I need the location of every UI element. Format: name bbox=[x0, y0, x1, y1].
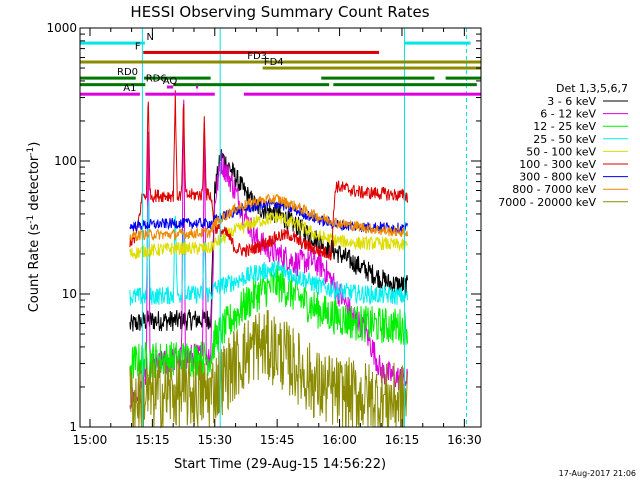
flag-bar-rd0-1 bbox=[80, 76, 136, 80]
flag-bar-a1-1 bbox=[80, 92, 140, 96]
flag-bar-fd4-1 bbox=[262, 66, 481, 70]
flag-bar-aq-1 bbox=[166, 85, 174, 89]
flag-bar-fd3-1 bbox=[80, 60, 481, 64]
flag-label-fd3: FD3 bbox=[247, 51, 267, 62]
legend-label-9: 7000 - 20000 keV bbox=[498, 196, 596, 209]
flag-bar-n-2 bbox=[142, 41, 145, 45]
flag-bar-n-3 bbox=[404, 41, 471, 45]
flag-label-fd4: FD4 bbox=[264, 57, 284, 68]
flag-label-n: N bbox=[147, 32, 154, 43]
x-tick-label-7: 16:30 bbox=[447, 433, 482, 447]
flag-bar-rd0-2 bbox=[144, 76, 211, 80]
flag-bar-n-1 bbox=[80, 41, 143, 45]
flag-bar-f-1 bbox=[143, 50, 380, 54]
y-axis-label-sup2: -1 bbox=[26, 147, 36, 156]
x-tick-label-3: 15:30 bbox=[197, 433, 232, 447]
flag-bar-rd0-3 bbox=[321, 76, 435, 80]
flag-bar-rd0-4 bbox=[445, 76, 481, 80]
flag-label-a1: A1 bbox=[123, 83, 136, 94]
y-axis-label-sup1: -1 bbox=[26, 215, 36, 224]
y-axis-label-part2: detector bbox=[27, 155, 42, 215]
flag-bar-aq-2 bbox=[196, 85, 199, 89]
legend-label-4: 25 - 50 keV bbox=[533, 133, 596, 146]
x-tick-label-1: 15:00 bbox=[73, 433, 108, 447]
y-tick-label-4: 1000 bbox=[46, 21, 77, 35]
legend-label-2: 6 - 12 keV bbox=[540, 108, 596, 121]
flag-bar-a1-3 bbox=[243, 92, 481, 96]
y-axis-label-part3: ) bbox=[27, 142, 42, 147]
flag-bar-a1-2 bbox=[145, 92, 215, 96]
x-tick-label-4: 15:45 bbox=[260, 433, 295, 447]
flag-label-rd6: RD6 bbox=[146, 74, 167, 85]
legend-label-3: 12 - 25 keV bbox=[533, 120, 596, 133]
vertical-lines bbox=[141, 28, 467, 427]
legend-label-1: 3 - 6 keV bbox=[547, 95, 596, 108]
y-tick-label-3: 100 bbox=[54, 154, 77, 168]
y-tick-label-2: 10 bbox=[62, 287, 77, 301]
series-layer bbox=[129, 90, 408, 429]
chart-title: HESSI Observing Summary Count Rates bbox=[130, 3, 429, 21]
legend-label-7: 300 - 800 keV bbox=[519, 171, 596, 184]
x-tick-label-6: 16:15 bbox=[385, 433, 420, 447]
series-line-3 bbox=[129, 265, 408, 379]
y-axis-label: Count Rate (s-1 detector-1) bbox=[26, 142, 42, 313]
flag-label-f: F bbox=[135, 41, 141, 52]
series-line-8 bbox=[129, 193, 408, 242]
flag-label-rd0: RD0 bbox=[117, 67, 138, 78]
series-line-1 bbox=[129, 149, 408, 332]
y-tick-label-1: 1 bbox=[69, 420, 77, 434]
axes: 15:00 15:15 15:30 15:45 16:00 16:15 16:30 1 10 10… bbox=[46, 21, 481, 447]
timestamp: 17-Aug-2017 21:06 bbox=[559, 469, 636, 478]
x-axis-label: Start Time (29-Aug-15 14:56:22) bbox=[174, 457, 386, 472]
series-line-6 bbox=[129, 90, 408, 261]
series-line-5 bbox=[129, 211, 408, 260]
x-tick-label-5: 16:00 bbox=[322, 433, 357, 447]
series-line-9 bbox=[129, 309, 408, 429]
legend-title: Det 1,3,5,6,7 bbox=[556, 82, 628, 95]
legend-label-8: 800 - 7000 keV bbox=[512, 183, 596, 196]
flag-bar-rd6-2 bbox=[173, 83, 330, 87]
flag-label-aq: AQ bbox=[163, 76, 178, 87]
x-tick-label-2: 15:15 bbox=[135, 433, 170, 447]
y-axis-label-part1: Count Rate (s bbox=[27, 224, 42, 313]
flag-bar-rd6-1 bbox=[80, 83, 146, 87]
legend-label-5: 50 - 100 keV bbox=[526, 145, 596, 158]
flag-bar-rd6-3 bbox=[333, 83, 477, 87]
legend-label-6: 100 - 300 keV bbox=[519, 158, 596, 171]
plot-frame bbox=[79, 27, 482, 428]
